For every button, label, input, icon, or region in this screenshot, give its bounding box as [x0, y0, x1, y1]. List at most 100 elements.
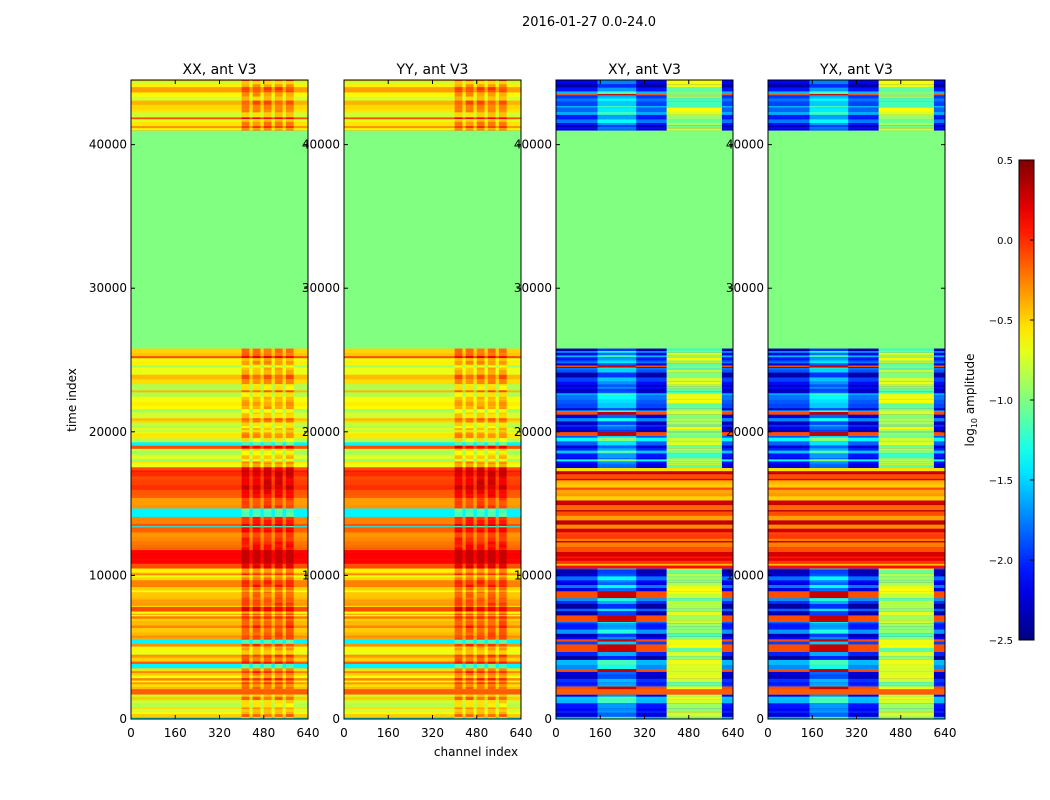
heatmap-cell — [498, 119, 507, 121]
heatmap-cell — [454, 577, 463, 581]
heatmap-stripe — [768, 591, 945, 595]
heatmap-cell — [263, 448, 272, 452]
heatmap-cell — [498, 464, 507, 468]
heatmap-cell — [809, 431, 849, 433]
heatmap-cell — [252, 668, 261, 672]
heatmap-cell — [498, 453, 507, 456]
heatmap-cell — [498, 367, 507, 371]
heatmap-cell — [498, 627, 507, 633]
heatmap-cell — [263, 489, 272, 495]
heatmap-cell — [487, 384, 496, 386]
heatmap-cell — [252, 109, 261, 113]
heatmap-stripe — [344, 557, 521, 560]
heatmap-cell — [252, 348, 261, 354]
heatmap-cell — [285, 627, 294, 633]
heatmap-cell — [263, 100, 272, 106]
heatmap-cell — [263, 597, 272, 600]
heatmap-cell — [285, 717, 294, 719]
heatmap-stripe — [131, 646, 308, 649]
heatmap-stripe — [131, 401, 308, 407]
heatmap-stripe — [131, 654, 308, 657]
heatmap-cell — [476, 489, 485, 495]
heatmap-cell — [285, 625, 294, 629]
heatmap-cell — [487, 438, 496, 443]
heatmap-cell — [285, 81, 294, 85]
heatmap-cell — [498, 358, 507, 362]
heatmap-cell — [252, 467, 261, 471]
heatmap-cell — [263, 621, 272, 626]
heatmap-cell — [285, 687, 294, 690]
heatmap-cell — [476, 602, 485, 607]
heatmap-cell — [465, 637, 474, 641]
heatmap-cell — [285, 606, 294, 612]
heatmap-cell — [476, 682, 485, 685]
heatmap-stripe — [768, 435, 945, 438]
heatmap-cell — [487, 615, 496, 617]
heatmap-cell — [454, 618, 463, 622]
heatmap-cell — [476, 406, 485, 410]
heatmap-cell — [274, 694, 283, 697]
heatmap-cell — [878, 464, 934, 469]
heatmap-cell — [263, 467, 272, 471]
x-tick-label: 0 — [340, 726, 348, 740]
heatmap-cell — [487, 557, 496, 560]
heatmap-cell — [476, 532, 485, 538]
heatmap-cell — [274, 396, 283, 401]
heatmap-stripe — [344, 433, 521, 439]
heatmap-stripe — [556, 377, 733, 383]
heatmap-cell — [487, 358, 496, 362]
heatmap-cell — [454, 680, 463, 683]
heatmap-cell — [597, 348, 637, 352]
heatmap-cell — [274, 478, 283, 481]
heatmap-cell — [274, 703, 283, 708]
heatmap-cell — [498, 593, 507, 598]
heatmap-cell — [241, 532, 250, 538]
heatmap-cell — [498, 396, 507, 401]
heatmap-stripe — [556, 354, 733, 357]
heatmap-cell — [285, 662, 294, 665]
heatmap-cell — [465, 639, 474, 645]
heatmap-cell — [263, 675, 272, 679]
heatmap-cell — [465, 647, 474, 651]
heatmap-cell — [285, 505, 294, 509]
heatmap-cell — [487, 467, 496, 471]
heatmap-stripe — [131, 505, 308, 509]
heatmap-stripe — [556, 410, 733, 413]
heatmap-cell — [274, 80, 283, 82]
heatmap-cell — [241, 616, 250, 618]
heatmap-cell — [487, 365, 496, 368]
heatmap-stripe — [344, 568, 521, 573]
heatmap-cell — [666, 431, 722, 437]
heatmap-cell — [878, 445, 934, 449]
heatmap-cell — [487, 100, 496, 106]
heatmap-cell — [476, 559, 485, 565]
heatmap-cell — [252, 673, 261, 676]
heatmap-cell — [274, 480, 283, 486]
heatmap-cell — [597, 459, 637, 462]
heatmap-cell — [809, 393, 849, 396]
heatmap-cell — [498, 565, 507, 569]
heatmap-cell — [878, 647, 934, 653]
heatmap-cell — [597, 573, 637, 577]
heatmap-stripe — [131, 360, 308, 365]
heatmap-stripe — [344, 126, 521, 129]
heatmap-stripe — [768, 538, 945, 542]
heatmap-cell — [878, 623, 934, 628]
heatmap-cell — [809, 394, 849, 401]
heatmap-cell — [597, 351, 637, 354]
heatmap-stripe — [768, 351, 945, 354]
heatmap-cell — [809, 647, 849, 653]
heatmap-cell — [274, 519, 283, 525]
heatmap-cell — [263, 353, 272, 357]
heatmap-cell — [252, 401, 261, 407]
heatmap-cell — [809, 421, 849, 426]
heatmap-stripe — [768, 694, 945, 697]
heatmap-stripe — [344, 494, 521, 497]
heatmap-cell — [241, 497, 250, 502]
heatmap-cell — [465, 512, 474, 518]
heatmap-cell — [241, 537, 250, 542]
heatmap-cell — [454, 708, 463, 713]
heatmap-cell — [285, 399, 294, 402]
heatmap-cell — [487, 120, 496, 123]
heatmap-cell — [274, 675, 283, 679]
